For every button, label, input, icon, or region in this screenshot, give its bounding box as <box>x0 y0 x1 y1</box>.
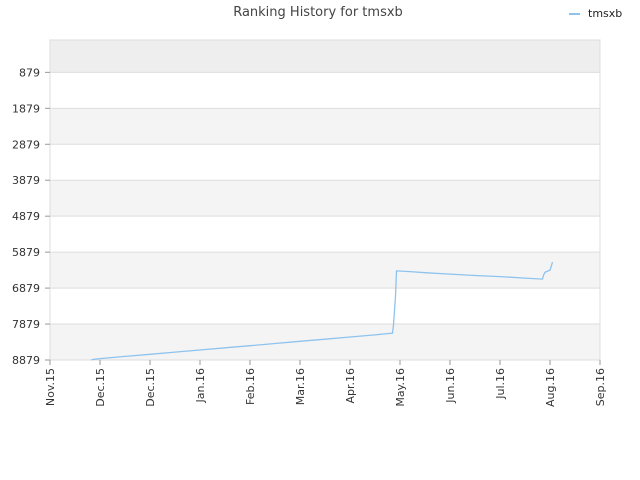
plot-frame <box>49 39 601 361</box>
x-tick-label: Feb.16 <box>244 368 257 405</box>
x-tick-label: Jul.16 <box>494 368 507 400</box>
x-tick-label: Apr.16 <box>344 368 357 404</box>
legend-label: tmsxb <box>588 7 622 20</box>
grid-band <box>50 72 600 109</box>
y-tick-label: 4879 <box>12 210 40 223</box>
x-axis: Nov.15 Dec.15 Dec.15 Jan.16 Feb.16 Mar.16 Apr.… <box>44 360 607 407</box>
y-tick-label: 5879 <box>12 246 40 259</box>
x-tick-label: May.16 <box>394 368 407 407</box>
grid-band <box>50 324 600 360</box>
x-tick-label: Dec.15 <box>144 368 157 407</box>
grid-band <box>50 216 600 253</box>
y-tick-label: 7879 <box>12 318 40 331</box>
x-tick-label: Aug.16 <box>544 368 557 407</box>
y-tick-label: 2879 <box>12 138 40 151</box>
y-tick-label: 3879 <box>12 174 40 187</box>
x-tick-label: Sep.16 <box>594 368 607 406</box>
grid-band <box>50 180 600 217</box>
y-tick-label: 6879 <box>12 282 40 295</box>
series-group <box>91 261 554 361</box>
grid-band <box>50 40 600 73</box>
x-tick-label: Nov.15 <box>44 368 57 406</box>
chart-title: Ranking History for tmsxb <box>233 5 403 20</box>
y-tick-label: 879 <box>19 66 40 79</box>
grid-band <box>50 144 600 181</box>
grid-band <box>50 288 600 325</box>
x-tick-label: Jan.16 <box>194 368 207 403</box>
y-tick-label: 1879 <box>12 102 40 115</box>
x-tick-label: Mar.16 <box>294 368 307 405</box>
grid-band <box>50 252 600 289</box>
x-tick-label: Dec.15 <box>94 368 107 407</box>
y-tick-label: 8879 <box>12 354 40 367</box>
y-axis: 879 1879 2879 3879 4879 5879 6879 7879 8879 <box>12 66 50 367</box>
grid-band <box>50 108 600 145</box>
series-line-tmsxb <box>91 261 554 361</box>
background-bands <box>50 40 600 360</box>
x-tick-label: Jun.16 <box>444 368 457 404</box>
